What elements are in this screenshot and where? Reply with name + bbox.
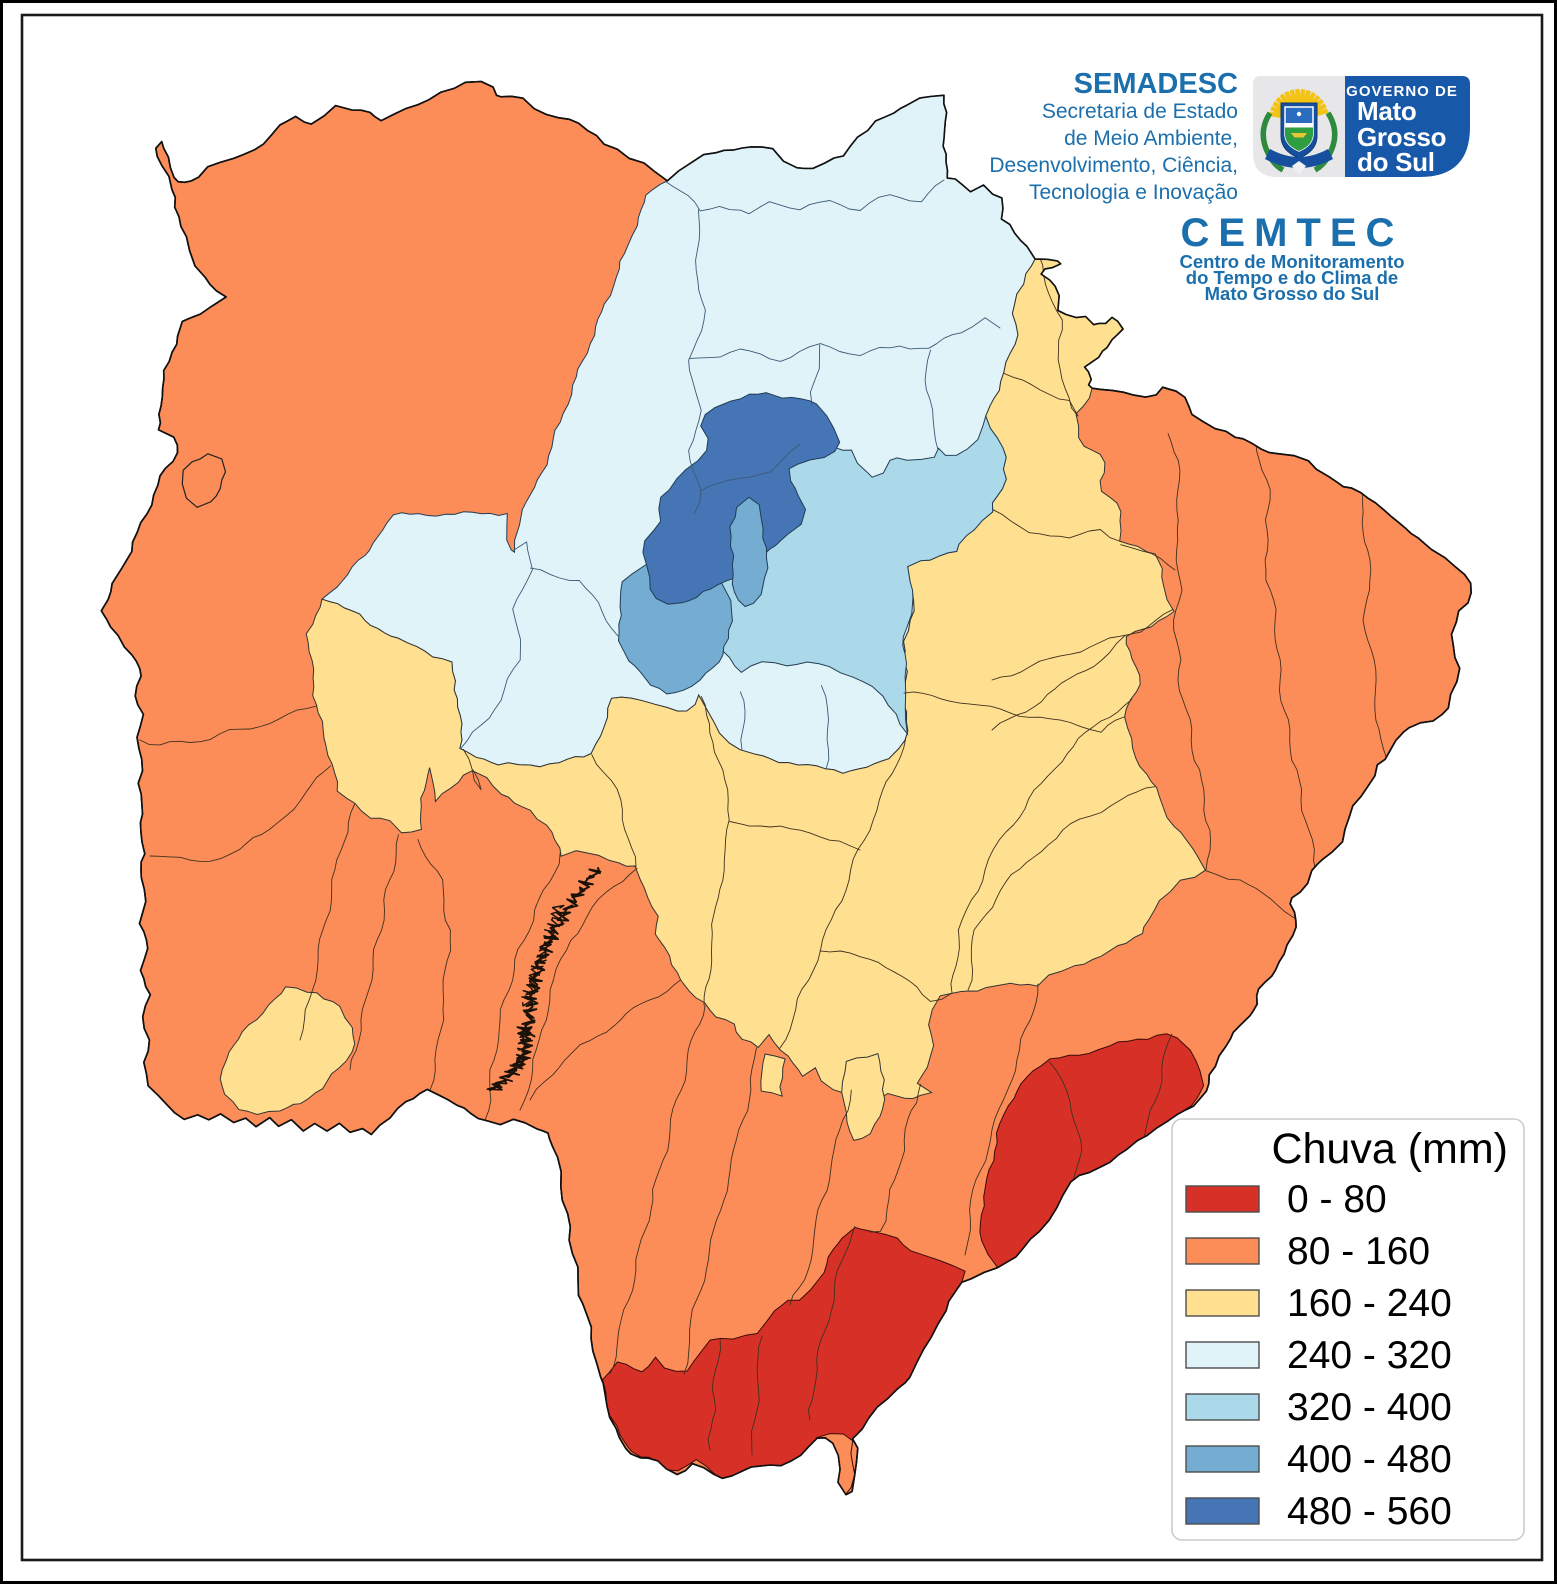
svg-text:de Meio Ambiente,: de Meio Ambiente, — [1064, 127, 1238, 150]
svg-text:240 - 320: 240 - 320 — [1287, 1334, 1452, 1377]
svg-text:GOVERNO DE: GOVERNO DE — [1346, 83, 1458, 100]
svg-text:400 - 480: 400 - 480 — [1287, 1438, 1452, 1481]
svg-text:Mato: Mato — [1357, 96, 1416, 126]
svg-text:Grosso: Grosso — [1357, 122, 1446, 152]
svg-text:SEMADESC: SEMADESC — [1074, 68, 1238, 100]
svg-text:CEMTEC: CEMTEC — [1181, 211, 1404, 255]
svg-text:80 - 160: 80 - 160 — [1287, 1230, 1430, 1273]
svg-text:Secretaria de Estado: Secretaria de Estado — [1042, 100, 1238, 123]
svg-text:Mato Grosso do Sul: Mato Grosso do Sul — [1205, 283, 1380, 304]
svg-text:480 - 560: 480 - 560 — [1287, 1490, 1452, 1533]
svg-text:320 - 400: 320 - 400 — [1287, 1386, 1452, 1429]
svg-text:160 - 240: 160 - 240 — [1287, 1282, 1452, 1325]
svg-text:Desenvolvimento, Ciência,: Desenvolvimento, Ciência, — [989, 154, 1238, 177]
svg-text:Tecnologia e Inovação: Tecnologia e Inovação — [1029, 181, 1238, 204]
svg-text:Chuva (mm): Chuva (mm) — [1271, 1125, 1508, 1173]
svg-text:0 - 80: 0 - 80 — [1287, 1178, 1387, 1221]
svg-text:Centro de Monitoramento: Centro de Monitoramento — [1179, 251, 1404, 272]
svg-text:do Sul: do Sul — [1357, 147, 1435, 177]
svg-text:do Tempo e do Clima de: do Tempo e do Clima de — [1186, 267, 1398, 288]
